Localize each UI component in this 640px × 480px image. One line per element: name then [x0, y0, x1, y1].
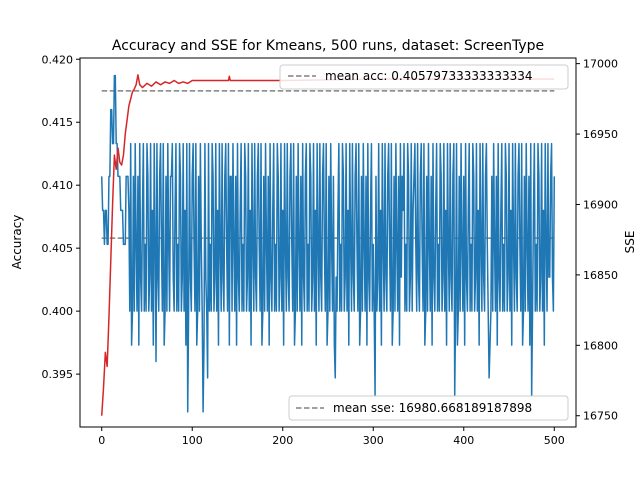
- x-axis: 0 100 200 300 400 500: [98, 427, 565, 447]
- plot-frame: [79, 57, 577, 428]
- y-axis-left: 0.395 0.400 0.405 0.410 0.415 0.420: [42, 53, 80, 381]
- x-tick-label: 500: [544, 434, 565, 447]
- x-tick-label: 0: [98, 434, 105, 447]
- y-left-tick-label: 0.395: [42, 368, 74, 381]
- y-left-tick-label: 0.420: [42, 53, 74, 66]
- y-right-tick-label: 16800: [583, 339, 618, 352]
- legend-top-label: mean acc: 0.40579733333333334: [325, 69, 533, 83]
- y-axis-left-label: Accuracy: [10, 215, 24, 270]
- sse-line: [100, 74, 555, 416]
- y-left-tick-label: 0.405: [42, 242, 74, 255]
- y-right-tick-label: 17000: [583, 58, 618, 71]
- y-left-tick-label: 0.410: [42, 179, 74, 192]
- legend-bottom-box: [288, 395, 569, 421]
- sse-series-group: [100, 74, 555, 416]
- y-right-tick-label: 16950: [583, 128, 618, 141]
- y-axis-right: 16750 16800 16850 16900 16950 17000: [576, 58, 618, 423]
- x-tick-label: 100: [182, 434, 203, 447]
- legend-top: mean acc: 0.40579733333333334: [279, 64, 569, 90]
- accuracy-line: [100, 74, 556, 413]
- legend-bottom-label: mean sse: 16980.668189187898: [333, 401, 532, 415]
- y-left-tick-label: 0.400: [42, 305, 74, 318]
- y-right-tick-label: 16900: [583, 198, 618, 211]
- x-tick-label: 200: [272, 434, 293, 447]
- legend-top-box: [279, 64, 569, 90]
- y-right-tick-label: 16750: [583, 410, 618, 423]
- y-axis-right-label: SSE: [623, 231, 637, 254]
- accuracy-series-group: [100, 74, 556, 413]
- legend-bottom: mean sse: 16980.668189187898: [288, 395, 569, 421]
- chart-title: Accuracy and SSE for Kmeans, 500 runs, d…: [112, 38, 544, 54]
- x-tick-label: 300: [363, 434, 384, 447]
- y-left-tick-label: 0.415: [42, 116, 74, 129]
- y-right-tick-label: 16850: [583, 269, 618, 282]
- x-tick-label: 400: [453, 434, 474, 447]
